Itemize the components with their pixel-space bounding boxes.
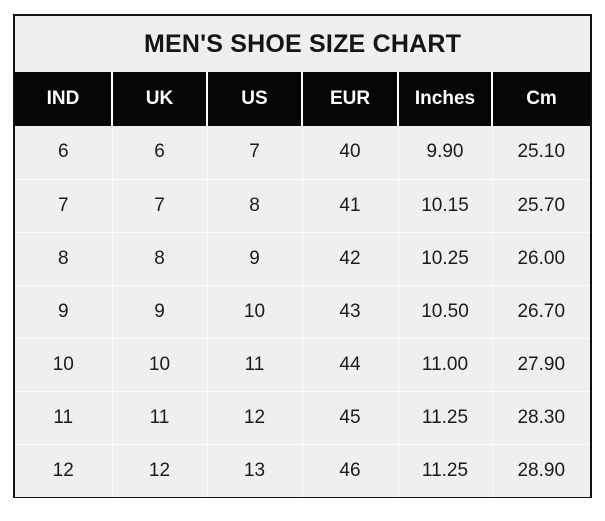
cell-inches: 10.15 [398, 179, 493, 233]
cell-eur: 45 [302, 391, 399, 445]
cell-uk: 11 [112, 391, 208, 445]
cell-uk: 6 [112, 126, 208, 180]
shoe-size-chart-frame: MEN'S SHOE SIZE CHART IND UK US EUR Inch… [13, 14, 592, 498]
cell-ind: 10 [15, 338, 113, 392]
cell-inches: 9.90 [398, 126, 493, 180]
cell-inches: 10.25 [398, 232, 493, 286]
column-header-us: US [207, 72, 303, 126]
cell-us: 7 [207, 126, 303, 180]
cell-cm: 26.00 [492, 232, 590, 286]
cell-us: 11 [207, 338, 303, 392]
column-header-eur: EUR [302, 72, 399, 126]
cell-us: 8 [207, 179, 303, 233]
cell-cm: 26.70 [492, 285, 590, 339]
cell-ind: 12 [15, 444, 113, 497]
cell-eur: 41 [302, 179, 399, 233]
table-body: 6 6 7 40 9.90 25.10 7 7 8 41 10.15 25.70… [15, 126, 590, 497]
cell-eur: 46 [302, 444, 399, 497]
cell-ind: 6 [15, 126, 113, 180]
cell-ind: 9 [15, 285, 113, 339]
cell-uk: 10 [112, 338, 208, 392]
table-row: 11 11 12 45 11.25 28.30 [15, 391, 590, 445]
cell-ind: 7 [15, 179, 113, 233]
column-header-inches: Inches [398, 72, 493, 126]
cell-uk: 7 [112, 179, 208, 233]
cell-cm: 25.10 [492, 126, 590, 180]
cell-inches: 11.25 [398, 391, 493, 445]
cell-eur: 43 [302, 285, 399, 339]
table-row: 12 12 13 46 11.25 28.90 [15, 444, 590, 497]
table-row: 7 7 8 41 10.15 25.70 [15, 179, 590, 233]
column-header-uk: UK [112, 72, 208, 126]
cell-inches: 10.50 [398, 285, 493, 339]
page-title: MEN'S SHOE SIZE CHART [143, 29, 462, 58]
cell-uk: 9 [112, 285, 208, 339]
cell-us: 9 [207, 232, 303, 286]
cell-eur: 40 [302, 126, 399, 180]
cell-ind: 11 [15, 391, 113, 445]
cell-us: 13 [207, 444, 303, 497]
size-chart-table: IND UK US EUR Inches Cm 6 6 7 40 9.90 25… [15, 72, 590, 497]
cell-cm: 28.90 [492, 444, 590, 497]
cell-eur: 44 [302, 338, 399, 392]
table-row: 6 6 7 40 9.90 25.10 [15, 126, 590, 180]
cell-cm: 25.70 [492, 179, 590, 233]
cell-cm: 28.30 [492, 391, 590, 445]
chart-title-band: MEN'S SHOE SIZE CHART [15, 16, 590, 72]
cell-inches: 11.00 [398, 338, 493, 392]
cell-cm: 27.90 [492, 338, 590, 392]
cell-us: 12 [207, 391, 303, 445]
table-row: 10 10 11 44 11.00 27.90 [15, 338, 590, 392]
cell-ind: 8 [15, 232, 113, 286]
cell-uk: 8 [112, 232, 208, 286]
cell-eur: 42 [302, 232, 399, 286]
cell-inches: 11.25 [398, 444, 493, 497]
table-header: IND UK US EUR Inches Cm [15, 72, 590, 126]
cell-uk: 12 [112, 444, 208, 497]
table-header-row: IND UK US EUR Inches Cm [15, 72, 590, 126]
column-header-ind: IND [15, 72, 113, 126]
column-header-cm: Cm [492, 72, 590, 126]
cell-us: 10 [207, 285, 303, 339]
table-row: 8 8 9 42 10.25 26.00 [15, 232, 590, 286]
table-row: 9 9 10 43 10.50 26.70 [15, 285, 590, 339]
